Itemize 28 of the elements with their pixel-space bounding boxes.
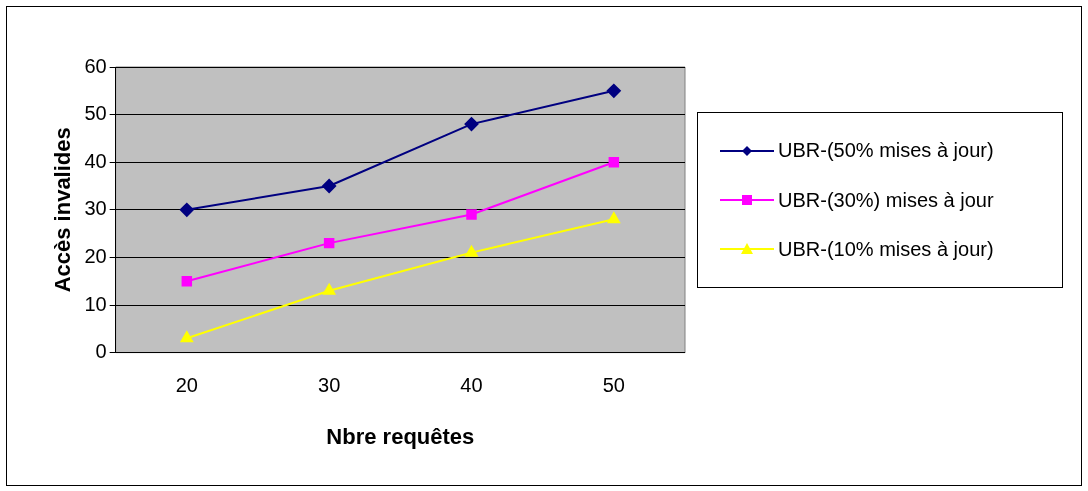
- x-tick-label: 50: [602, 374, 625, 397]
- point: [180, 331, 194, 343]
- y-tick-label: 20: [84, 244, 107, 267]
- point: [608, 156, 620, 168]
- y-tick-label: 30: [84, 197, 107, 220]
- point: [179, 202, 194, 217]
- legend-label: UBR-(30%) mises à jour: [778, 188, 994, 212]
- y-tick-label: 60: [84, 54, 107, 77]
- point: [323, 237, 335, 249]
- point: [466, 209, 477, 220]
- point: [465, 245, 478, 257]
- point: [607, 212, 621, 224]
- x-axis-title: Nbre requêtes: [326, 423, 475, 449]
- legend-label: UBR-(10% mises à jour): [778, 237, 994, 261]
- x-tick-label: 30: [318, 374, 341, 397]
- point: [322, 179, 337, 193]
- y-tick-label: 50: [84, 102, 107, 125]
- legend-label: UBR-(50% mises à jour): [778, 139, 994, 163]
- y-tick-label: 10: [84, 292, 107, 315]
- point: [181, 275, 193, 287]
- point: [322, 283, 336, 295]
- y-tick-label: 0: [95, 340, 107, 363]
- x-tick-label: 20: [175, 374, 198, 397]
- x-tick-label: 40: [460, 374, 483, 397]
- y-axis-title: Accès invalides: [50, 127, 76, 293]
- y-tick-label: 40: [84, 149, 107, 172]
- point: [606, 83, 621, 98]
- point: [464, 117, 479, 132]
